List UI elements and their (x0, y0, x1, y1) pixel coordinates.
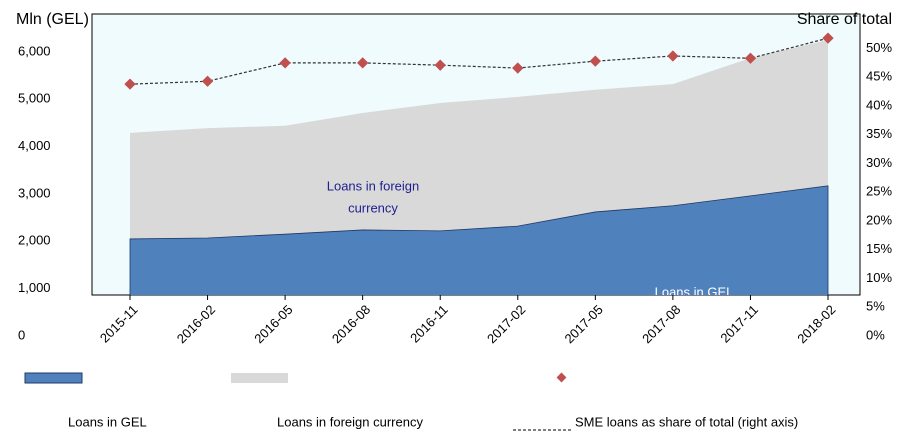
legend-swatch (231, 373, 288, 383)
x-tick-label: 2015-11 (97, 302, 141, 346)
share-marker (744, 52, 757, 64)
y2-tick-label: 35% (866, 126, 892, 141)
share-marker (822, 32, 834, 44)
x-tick-label: 2016-02 (174, 302, 218, 346)
share-marker (589, 55, 601, 67)
share-line (129, 37, 829, 85)
y2-axis-label: Share of total (797, 11, 892, 28)
annotation: Loans in GEL (655, 284, 734, 299)
area-gel (129, 185, 829, 295)
y2-tick-label: 0% (866, 327, 885, 342)
legend-label: Loans in GEL (68, 414, 147, 429)
legend-label: SME loans as share of total (right axis) (575, 414, 798, 429)
x-tick-label: 2016-05 (251, 302, 295, 346)
y2-tick-label: 20% (866, 212, 892, 227)
y-axis-label: Mln (GEL) (16, 11, 89, 28)
share-marker (434, 59, 446, 71)
share-marker (667, 50, 679, 62)
y-tick-label: 5,000 (18, 91, 51, 106)
x-tick-label: 2016-11 (407, 302, 451, 346)
legend-label: Loans in foreign currency (277, 414, 423, 429)
x-tick-label: 2017-02 (484, 302, 528, 346)
y2-tick-label: 50% (866, 40, 892, 55)
plot: Loans in foreign currency Loans in GEL (129, 40, 829, 299)
y2-tick-label: 25% (866, 184, 892, 199)
y-tick-label: 1,000 (18, 280, 51, 295)
x-tick-label: 2017-08 (639, 302, 683, 346)
x-tick-label: 2017-05 (562, 302, 606, 346)
x-tick-label: 2017-11 (717, 302, 761, 346)
annotation: Loans in foreign (327, 178, 420, 193)
y-tick-label: 6,000 (18, 43, 51, 58)
y-tick-label: 4,000 (18, 138, 51, 153)
y2-tick-label: 40% (866, 97, 892, 112)
y-tick-label: 0 (18, 327, 25, 342)
legend-swatch (24, 372, 83, 384)
x-tick-label: 2016-08 (329, 302, 373, 346)
y-tick-label: 3,000 (18, 185, 51, 200)
y2-tick-label: 45% (866, 69, 892, 84)
legend-swatch (556, 372, 567, 383)
y2-tick-label: 5% (866, 299, 885, 314)
area-foreign (130, 40, 828, 239)
y2-tick-label: 30% (866, 155, 892, 170)
annotation: currency (348, 200, 398, 215)
x-tick-label: 2018-02 (794, 302, 838, 346)
y2-tick-label: 10% (866, 270, 892, 285)
y-tick-label: 2,000 (18, 233, 51, 248)
y2-tick-label: 15% (866, 241, 892, 256)
